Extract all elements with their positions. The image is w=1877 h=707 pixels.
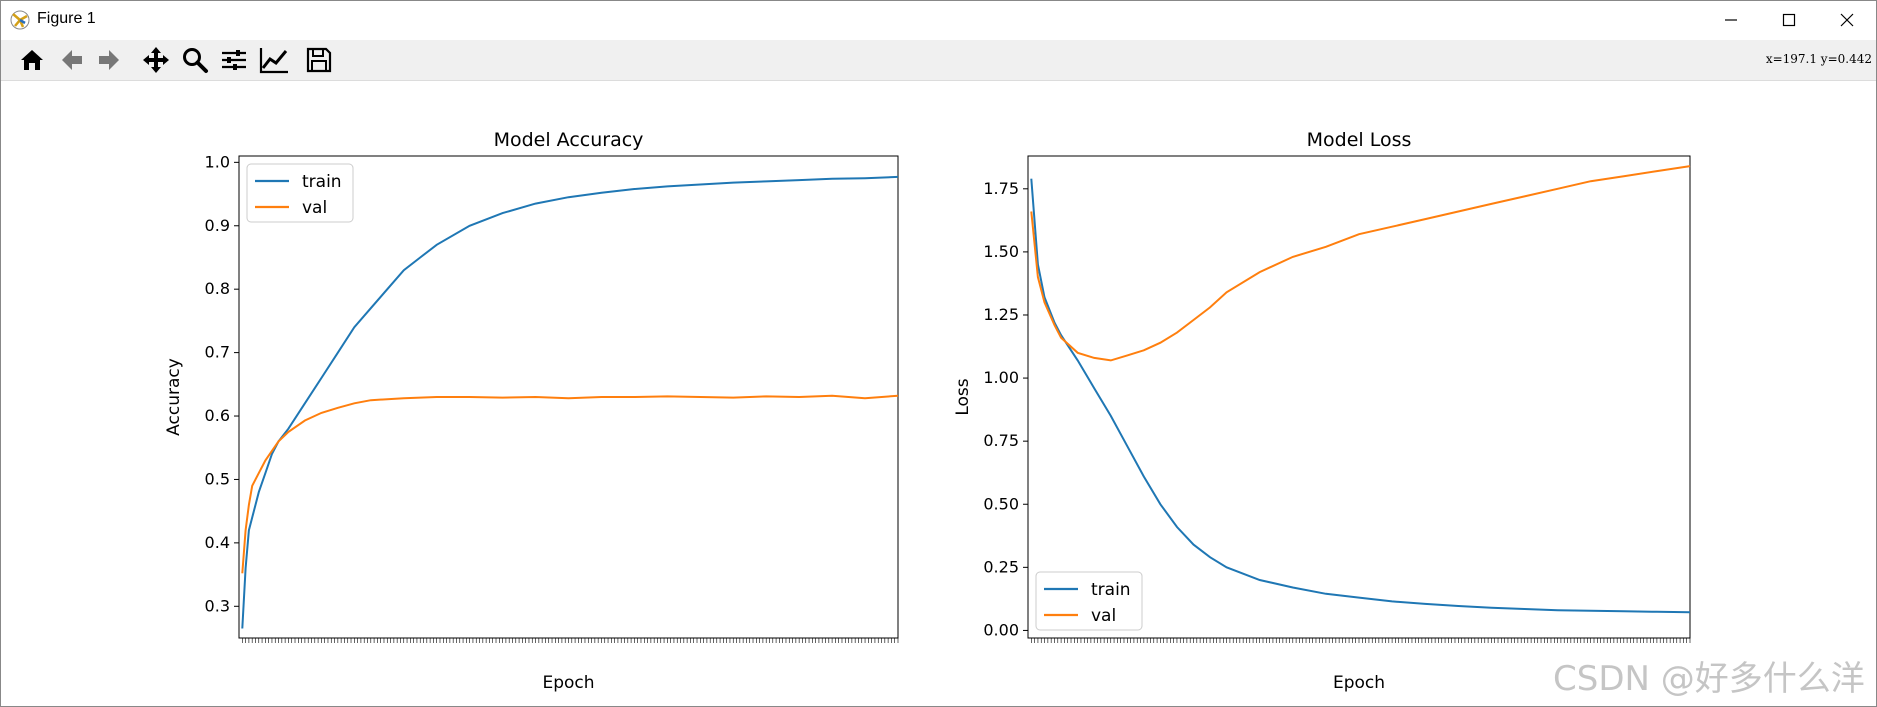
maximize-icon xyxy=(1782,13,1796,27)
back-icon xyxy=(62,50,82,70)
y-tick-label: 0.5 xyxy=(205,469,230,488)
y-tick-label: 0.25 xyxy=(983,557,1019,576)
x-axis-label: Epoch xyxy=(542,673,594,693)
close-icon xyxy=(1840,13,1854,27)
configure-subplots-icon xyxy=(222,50,246,70)
save-icon xyxy=(306,47,332,73)
legend: train val xyxy=(246,163,354,223)
accuracy-chart: 0.3 0.4 0.5 0.6 0.7 0.8 0.9 1.0 Model Accuracy Ep… xyxy=(164,129,899,693)
pan-icon xyxy=(143,47,169,73)
y-tick-label: 0.6 xyxy=(205,406,230,425)
train-series-line xyxy=(1030,178,1691,614)
cursor-coordinates: x=197.1 y=0.442 xyxy=(1765,52,1872,66)
title-bar: Figure 1 xyxy=(1,1,1876,39)
home-icon xyxy=(21,50,43,70)
edit-axis-button[interactable] xyxy=(257,43,291,77)
val-series-line xyxy=(1030,165,1691,362)
minimize-button[interactable] xyxy=(1702,1,1760,39)
legend-label-val: val xyxy=(1091,606,1116,626)
y-tick-label: 0.4 xyxy=(205,533,230,552)
y-tick-label: 0.8 xyxy=(205,279,230,298)
window-title: Figure 1 xyxy=(37,10,96,27)
minimize-icon xyxy=(1725,19,1737,21)
plot-area xyxy=(1027,155,1691,639)
y-tick-label: 0.3 xyxy=(205,596,230,615)
legend-label-val: val xyxy=(302,198,327,218)
y-tick-label: 0.7 xyxy=(205,343,230,362)
pan-button[interactable] xyxy=(139,43,173,77)
x-axis-label: Epoch xyxy=(1333,673,1385,693)
y-tick-label: 1.25 xyxy=(983,305,1019,324)
legend-label-train: train xyxy=(1091,580,1131,600)
y-tick-label: 1.75 xyxy=(983,179,1019,198)
loss-chart: 0.00 0.25 0.50 0.75 1.00 1.25 1.50 1.75 Model Lo… xyxy=(953,129,1691,693)
forward-icon xyxy=(99,50,119,70)
y-tick-label: 0.9 xyxy=(205,216,230,235)
back-button[interactable] xyxy=(55,43,89,77)
home-button[interactable] xyxy=(15,43,49,77)
chart-title: Model Loss xyxy=(1307,129,1412,151)
y-tick-label: 1.0 xyxy=(205,152,230,171)
maximize-button[interactable] xyxy=(1760,1,1818,39)
save-button[interactable] xyxy=(302,43,336,77)
zoom-button[interactable] xyxy=(178,43,212,77)
y-tick-label: 0.00 xyxy=(983,620,1019,639)
figure-canvas: 0.3 0.4 0.5 0.6 0.7 0.8 0.9 1.0 Model Accuracy Ep… xyxy=(164,129,1691,693)
close-button[interactable] xyxy=(1818,1,1876,39)
val-series-line xyxy=(241,394,899,574)
y-axis-label: Accuracy xyxy=(164,358,184,436)
watermark-text: CSDN @好多什么洋 xyxy=(1553,659,1865,699)
navigation-toolbar: x=197.1 y=0.442 xyxy=(1,40,1876,81)
zoom-icon xyxy=(183,48,208,73)
legend-label-train: train xyxy=(302,172,342,192)
y-tick-label: 1.50 xyxy=(983,242,1019,261)
configure-subplots-button[interactable] xyxy=(217,43,251,77)
train-series-line xyxy=(241,175,899,629)
y-axis-label: Loss xyxy=(953,378,973,415)
chart-title: Model Accuracy xyxy=(494,129,644,151)
y-tick-label: 1.00 xyxy=(983,368,1019,387)
legend: train val xyxy=(1035,571,1143,631)
y-tick-label: 0.50 xyxy=(983,494,1019,513)
y-tick-label: 0.75 xyxy=(983,431,1019,450)
matplotlib-app-icon xyxy=(10,10,30,30)
forward-button[interactable] xyxy=(92,43,126,77)
edit-axis-icon xyxy=(259,48,288,74)
